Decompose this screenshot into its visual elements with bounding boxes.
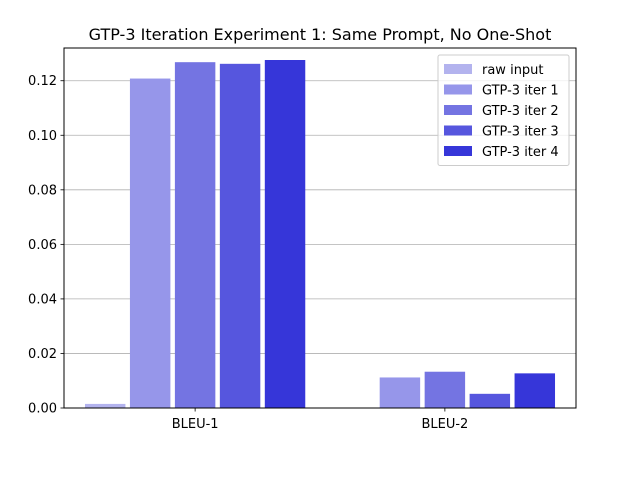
legend-swatch — [444, 64, 472, 74]
legend-box — [437, 54, 570, 166]
legend-label: GTP-3 iter 1 — [482, 84, 559, 99]
bar — [84, 403, 126, 408]
y-tick-label: 0.02 — [28, 347, 57, 362]
x-tick-label: BLEU-1 — [172, 417, 219, 432]
bar — [219, 63, 261, 409]
bars — [84, 60, 556, 409]
bar — [424, 371, 466, 408]
y-tick-label: 0.00 — [28, 402, 57, 417]
bar — [379, 377, 421, 408]
legend-swatch — [444, 84, 472, 95]
bar — [514, 373, 556, 408]
y-axis: 0.00 0.02 0.04 0.06 0.08 0.10 0.12 — [28, 74, 64, 417]
bar — [174, 62, 216, 408]
legend-label: GTP-3 iter 3 — [482, 125, 559, 140]
y-tick-label: 0.06 — [28, 238, 57, 253]
chart-title: GTP-3 Iteration Experiment 1: Same Promp… — [89, 25, 552, 44]
legend-label: GTP-3 iter 4 — [482, 145, 559, 160]
legend-swatch — [444, 105, 472, 115]
legend-label: raw input — [482, 63, 544, 78]
bar — [129, 78, 171, 408]
legend: raw input GTP-3 iter 1 GTP-3 iter 2 GTP-3 i… — [437, 54, 570, 166]
y-tick-label: 0.12 — [28, 74, 57, 89]
legend-label: GTP-3 iter 2 — [482, 104, 559, 119]
legend-swatch — [444, 125, 472, 136]
y-tick-label: 0.10 — [28, 129, 57, 144]
x-axis: BLEU-1 BLEU-2 — [172, 408, 468, 432]
plot-frame — [63, 47, 577, 409]
bar — [469, 393, 511, 408]
legend-swatch — [444, 146, 472, 156]
y-tick-label: 0.04 — [28, 292, 57, 307]
x-tick-label: BLEU-2 — [421, 417, 468, 432]
bar — [264, 60, 306, 408]
y-tick-label: 0.08 — [28, 183, 57, 198]
